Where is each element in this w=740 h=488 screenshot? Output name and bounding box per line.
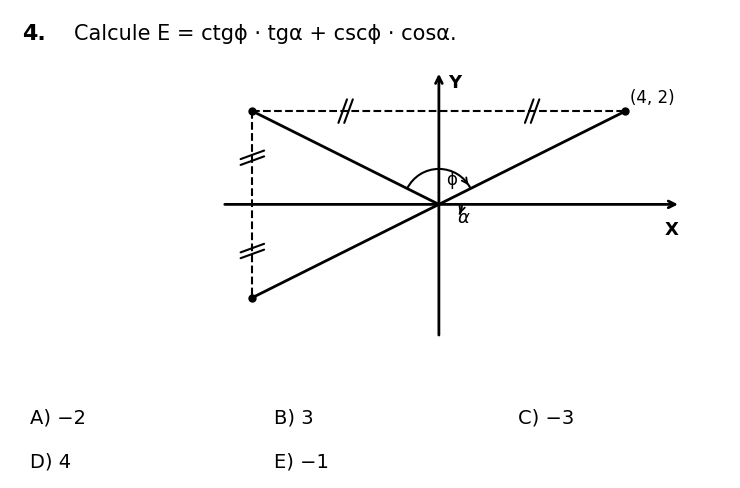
Text: 4.: 4.: [22, 24, 46, 44]
Text: ϕ: ϕ: [446, 171, 457, 189]
Text: B) 3: B) 3: [274, 407, 314, 427]
Text: D) 4: D) 4: [30, 451, 71, 470]
Text: X: X: [665, 221, 679, 239]
Text: Y: Y: [448, 74, 461, 92]
Text: E) −1: E) −1: [274, 451, 329, 470]
Text: A) −2: A) −2: [30, 407, 86, 427]
Text: α: α: [458, 208, 470, 226]
Text: Calcule E = ctgϕ · tgα + cscϕ · cosα.: Calcule E = ctgϕ · tgα + cscϕ · cosα.: [74, 24, 457, 44]
Text: C) −3: C) −3: [518, 407, 574, 427]
Text: (4, 2): (4, 2): [630, 89, 675, 107]
